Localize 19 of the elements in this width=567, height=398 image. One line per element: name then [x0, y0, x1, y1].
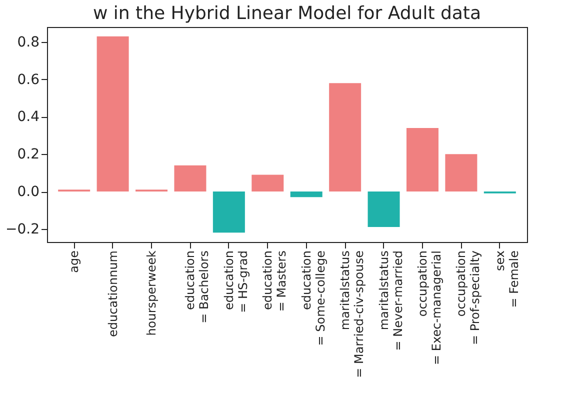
bar	[290, 192, 322, 198]
y-tick-label: 0.8	[17, 34, 40, 50]
bar	[212, 192, 245, 233]
bar	[252, 174, 284, 192]
bar	[406, 128, 438, 192]
y-tick-label: 0.2	[17, 146, 40, 163]
y-tick-label: 0.4	[17, 109, 40, 126]
bar	[174, 165, 206, 192]
bar	[445, 154, 478, 192]
x-tick-label: educationnum	[106, 250, 120, 337]
bar	[368, 192, 400, 228]
bar	[96, 36, 129, 192]
y-tick-label: 0.0	[17, 184, 40, 200]
y-tick-label: −0.2	[6, 221, 40, 238]
chart-title: w in the Hybrid Linear Model for Adult data	[92, 3, 482, 24]
x-tick-label: age	[67, 250, 82, 273]
y-tick-label: 0.6	[17, 72, 40, 88]
bar	[329, 83, 362, 192]
x-tick-label: hoursperweek	[144, 250, 159, 336]
